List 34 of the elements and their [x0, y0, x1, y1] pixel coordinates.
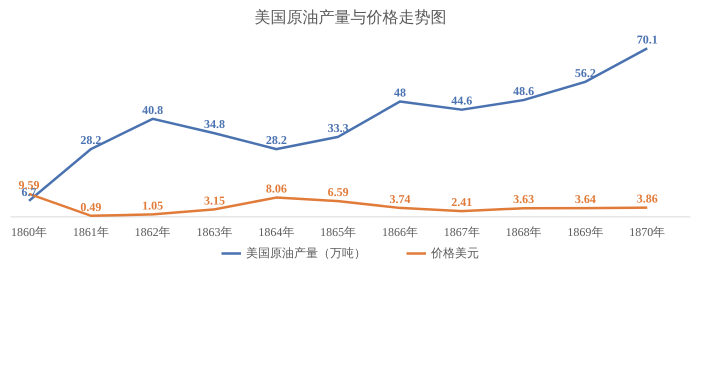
x-tick-label: 1869年: [567, 224, 604, 239]
data-label: 3.64: [574, 192, 596, 206]
x-tick-label: 1864年: [258, 224, 294, 239]
data-label: 3.86: [636, 192, 658, 206]
x-tick-label: 1865年: [320, 224, 356, 239]
chart-title: 美国原油产量与价格走势图: [254, 8, 446, 26]
data-label: 3.15: [204, 193, 225, 208]
data-label: 3.63: [513, 192, 534, 206]
x-tick-label: 1863年: [196, 224, 232, 239]
x-tick-label: 1867年: [444, 224, 480, 239]
legend-label: 美国原油产量（万吨）: [246, 244, 366, 262]
data-label: 6.59: [328, 185, 349, 200]
data-label: 34.8: [204, 117, 225, 132]
data-label: 0.49: [80, 200, 102, 214]
data-label: 8.06: [266, 182, 287, 196]
x-tick-label: 1868年: [506, 224, 542, 239]
legend-label: 价格美元: [431, 244, 479, 262]
data-label: 48.6: [513, 84, 534, 98]
x-tick-label: 1861年: [72, 224, 109, 239]
x-tick-label: 1862年: [134, 224, 171, 239]
x-tick-label: 1870年: [629, 224, 666, 239]
x-tick-label: 1866年: [382, 224, 418, 239]
data-label: 40.8: [142, 102, 164, 117]
data-label: 2.41: [451, 195, 472, 210]
data-label: 3.74: [389, 192, 410, 206]
data-label: 48: [394, 86, 406, 100]
data-label: 28.2: [80, 133, 102, 148]
data-label: 1.05: [142, 198, 164, 212]
data-label: 56.2: [574, 66, 596, 80]
x-tick-label: 1860年: [11, 224, 48, 239]
data-label: 33.3: [328, 120, 349, 135]
data-label: 28.2: [266, 133, 287, 148]
data-label: 44.6: [451, 94, 472, 108]
data-label: 70.1: [636, 32, 658, 46]
